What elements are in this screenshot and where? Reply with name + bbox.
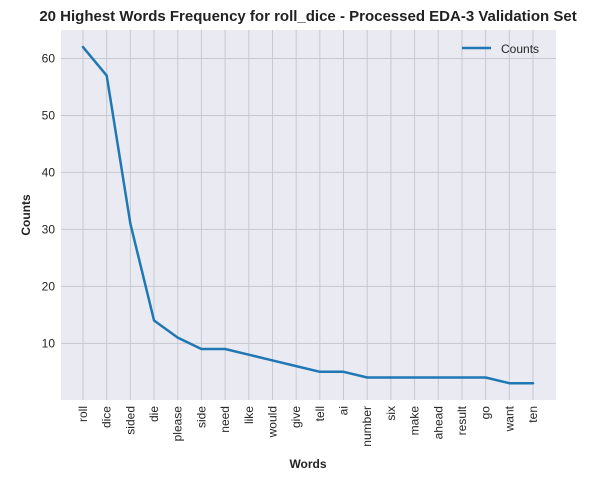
legend: Counts	[462, 42, 539, 56]
x-tick-label: would	[265, 406, 279, 438]
x-tick-label: number	[360, 406, 374, 447]
y-tick-label: 20	[42, 279, 56, 293]
x-tick-label: die	[147, 406, 161, 422]
x-tick-label: sided	[123, 406, 137, 435]
x-tick-label: want	[502, 405, 516, 432]
x-tick-label: need	[218, 406, 232, 433]
x-tick-label: give	[289, 406, 303, 428]
y-tick-label: 40	[42, 165, 56, 179]
y-axis-label: Counts	[19, 194, 33, 236]
x-tick-label: make	[408, 406, 422, 436]
x-tick-label: tell	[313, 406, 327, 421]
x-tick-label: side	[194, 406, 208, 428]
x-tick-label: please	[171, 406, 185, 442]
y-tick-label: 10	[42, 336, 56, 350]
plot-area	[61, 30, 556, 400]
y-tick-label: 60	[42, 51, 56, 65]
x-tick-label: like	[242, 406, 256, 424]
x-tick-label: roll	[76, 406, 90, 422]
legend-label: Counts	[501, 42, 539, 56]
x-tick-label: ahead	[431, 406, 445, 439]
y-tick-label: 30	[42, 222, 56, 236]
x-tick-label: dice	[100, 406, 114, 428]
x-axis: roll dice sided die please side need like would g…	[76, 405, 540, 446]
x-tick-label: six	[384, 406, 398, 421]
y-tick-label: 50	[42, 108, 56, 122]
grid	[61, 30, 556, 400]
x-tick-label: result	[455, 405, 469, 435]
x-tick-label: ai	[337, 406, 351, 415]
x-tick-label: go	[479, 406, 493, 420]
series-line-counts	[81, 45, 535, 385]
x-tick-label: ten	[526, 406, 540, 423]
x-axis-label: Words	[289, 457, 326, 471]
chart-title: 20 Highest Words Frequency for roll_dice…	[39, 8, 576, 25]
y-axis: 10 20 30 40 50 60	[42, 51, 56, 350]
